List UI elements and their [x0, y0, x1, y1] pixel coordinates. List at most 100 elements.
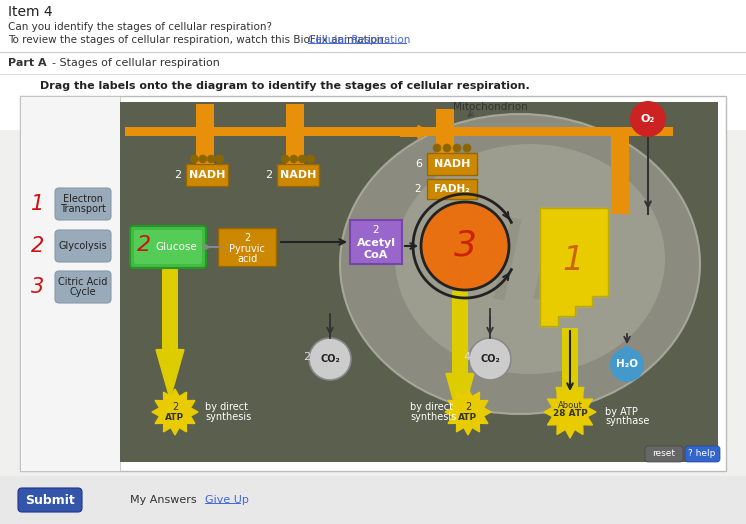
- Circle shape: [452, 396, 484, 428]
- Polygon shape: [445, 389, 491, 435]
- Circle shape: [159, 396, 191, 428]
- Text: Can you identify the stages of cellular respiration?: Can you identify the stages of cellular …: [8, 22, 272, 32]
- Text: by direct: by direct: [205, 402, 248, 412]
- Text: Drag the labels onto the diagram to identify the stages of cellular respiration.: Drag the labels onto the diagram to iden…: [40, 81, 530, 91]
- Ellipse shape: [340, 114, 700, 414]
- FancyBboxPatch shape: [452, 291, 468, 374]
- FancyBboxPatch shape: [186, 164, 228, 186]
- FancyBboxPatch shape: [0, 476, 746, 524]
- FancyBboxPatch shape: [400, 127, 418, 136]
- Circle shape: [453, 144, 461, 152]
- Text: Mitochondrion: Mitochondrion: [453, 102, 527, 112]
- Text: CO₂: CO₂: [320, 354, 340, 364]
- FancyBboxPatch shape: [286, 104, 304, 169]
- Text: H₂O: H₂O: [616, 359, 638, 369]
- Text: CoA: CoA: [364, 250, 388, 260]
- FancyBboxPatch shape: [427, 153, 477, 175]
- Circle shape: [216, 155, 224, 163]
- Text: ? help: ? help: [689, 450, 715, 458]
- FancyBboxPatch shape: [427, 179, 477, 199]
- Text: My Answers: My Answers: [130, 495, 197, 505]
- Polygon shape: [619, 346, 635, 352]
- Polygon shape: [544, 386, 596, 438]
- Text: NADH: NADH: [434, 159, 470, 169]
- Text: Citric Acid: Citric Acid: [58, 277, 107, 287]
- Text: by direct: by direct: [410, 402, 453, 412]
- Circle shape: [552, 394, 588, 430]
- FancyBboxPatch shape: [125, 127, 673, 136]
- Text: Pyruvic: Pyruvic: [229, 244, 265, 254]
- Text: 2: 2: [175, 170, 181, 180]
- Text: Glycolysis: Glycolysis: [59, 241, 107, 251]
- Polygon shape: [556, 388, 584, 424]
- Text: 2: 2: [304, 352, 310, 362]
- Text: 2: 2: [137, 235, 151, 255]
- Text: 2: 2: [31, 236, 45, 256]
- Text: NADH: NADH: [280, 170, 316, 180]
- Text: 3: 3: [454, 229, 477, 263]
- FancyBboxPatch shape: [134, 230, 202, 264]
- Text: Cycle: Cycle: [69, 287, 96, 297]
- Text: Acetyl: Acetyl: [357, 238, 395, 248]
- Text: 2: 2: [244, 233, 250, 243]
- FancyBboxPatch shape: [55, 188, 111, 220]
- Text: 28 ATP: 28 ATP: [553, 409, 587, 419]
- Polygon shape: [540, 208, 608, 326]
- Circle shape: [610, 348, 644, 382]
- FancyBboxPatch shape: [611, 134, 629, 214]
- Text: Item 4: Item 4: [8, 5, 53, 19]
- Circle shape: [289, 155, 298, 163]
- FancyBboxPatch shape: [55, 271, 111, 303]
- Text: FADH₂: FADH₂: [434, 184, 470, 194]
- FancyBboxPatch shape: [0, 0, 746, 130]
- Text: 2: 2: [373, 225, 379, 235]
- FancyBboxPatch shape: [0, 130, 746, 476]
- Circle shape: [207, 155, 215, 163]
- Text: ATP: ATP: [166, 412, 184, 421]
- Circle shape: [469, 338, 511, 380]
- Text: About: About: [557, 400, 583, 409]
- Circle shape: [298, 155, 306, 163]
- FancyBboxPatch shape: [55, 230, 111, 262]
- Text: 4: 4: [463, 352, 471, 362]
- Circle shape: [307, 155, 315, 163]
- Polygon shape: [446, 374, 474, 424]
- Text: 2: 2: [266, 170, 272, 180]
- Circle shape: [309, 338, 351, 380]
- Text: ATP: ATP: [459, 412, 477, 421]
- Text: Glucose: Glucose: [155, 242, 197, 252]
- Text: 1: 1: [31, 194, 45, 214]
- Text: 2: 2: [415, 184, 421, 194]
- Text: Submit: Submit: [25, 494, 75, 507]
- Text: synthesis: synthesis: [410, 412, 457, 422]
- Text: Cellular Respiration: Cellular Respiration: [308, 35, 410, 45]
- Polygon shape: [418, 126, 430, 138]
- FancyBboxPatch shape: [350, 220, 402, 264]
- Text: acid: acid: [237, 254, 257, 264]
- FancyBboxPatch shape: [436, 109, 454, 164]
- Text: 3: 3: [31, 277, 45, 297]
- Ellipse shape: [395, 144, 665, 374]
- FancyBboxPatch shape: [196, 104, 214, 169]
- Circle shape: [630, 101, 666, 137]
- Text: 2: 2: [172, 402, 178, 412]
- Circle shape: [433, 144, 441, 152]
- Text: 2: 2: [465, 402, 471, 412]
- Polygon shape: [152, 389, 198, 435]
- Circle shape: [190, 155, 198, 163]
- FancyBboxPatch shape: [685, 446, 720, 462]
- FancyBboxPatch shape: [218, 228, 276, 266]
- Text: CO₂: CO₂: [480, 354, 500, 364]
- FancyBboxPatch shape: [20, 96, 120, 471]
- Text: synthase: synthase: [605, 416, 649, 426]
- Circle shape: [443, 144, 451, 152]
- Text: NADH: NADH: [189, 170, 225, 180]
- Circle shape: [421, 202, 509, 290]
- FancyBboxPatch shape: [645, 446, 683, 462]
- Text: O₂: O₂: [641, 114, 655, 124]
- Text: reset: reset: [653, 450, 675, 458]
- Text: Electron: Electron: [63, 194, 103, 204]
- Polygon shape: [156, 350, 184, 399]
- FancyBboxPatch shape: [18, 488, 82, 512]
- FancyBboxPatch shape: [120, 102, 718, 462]
